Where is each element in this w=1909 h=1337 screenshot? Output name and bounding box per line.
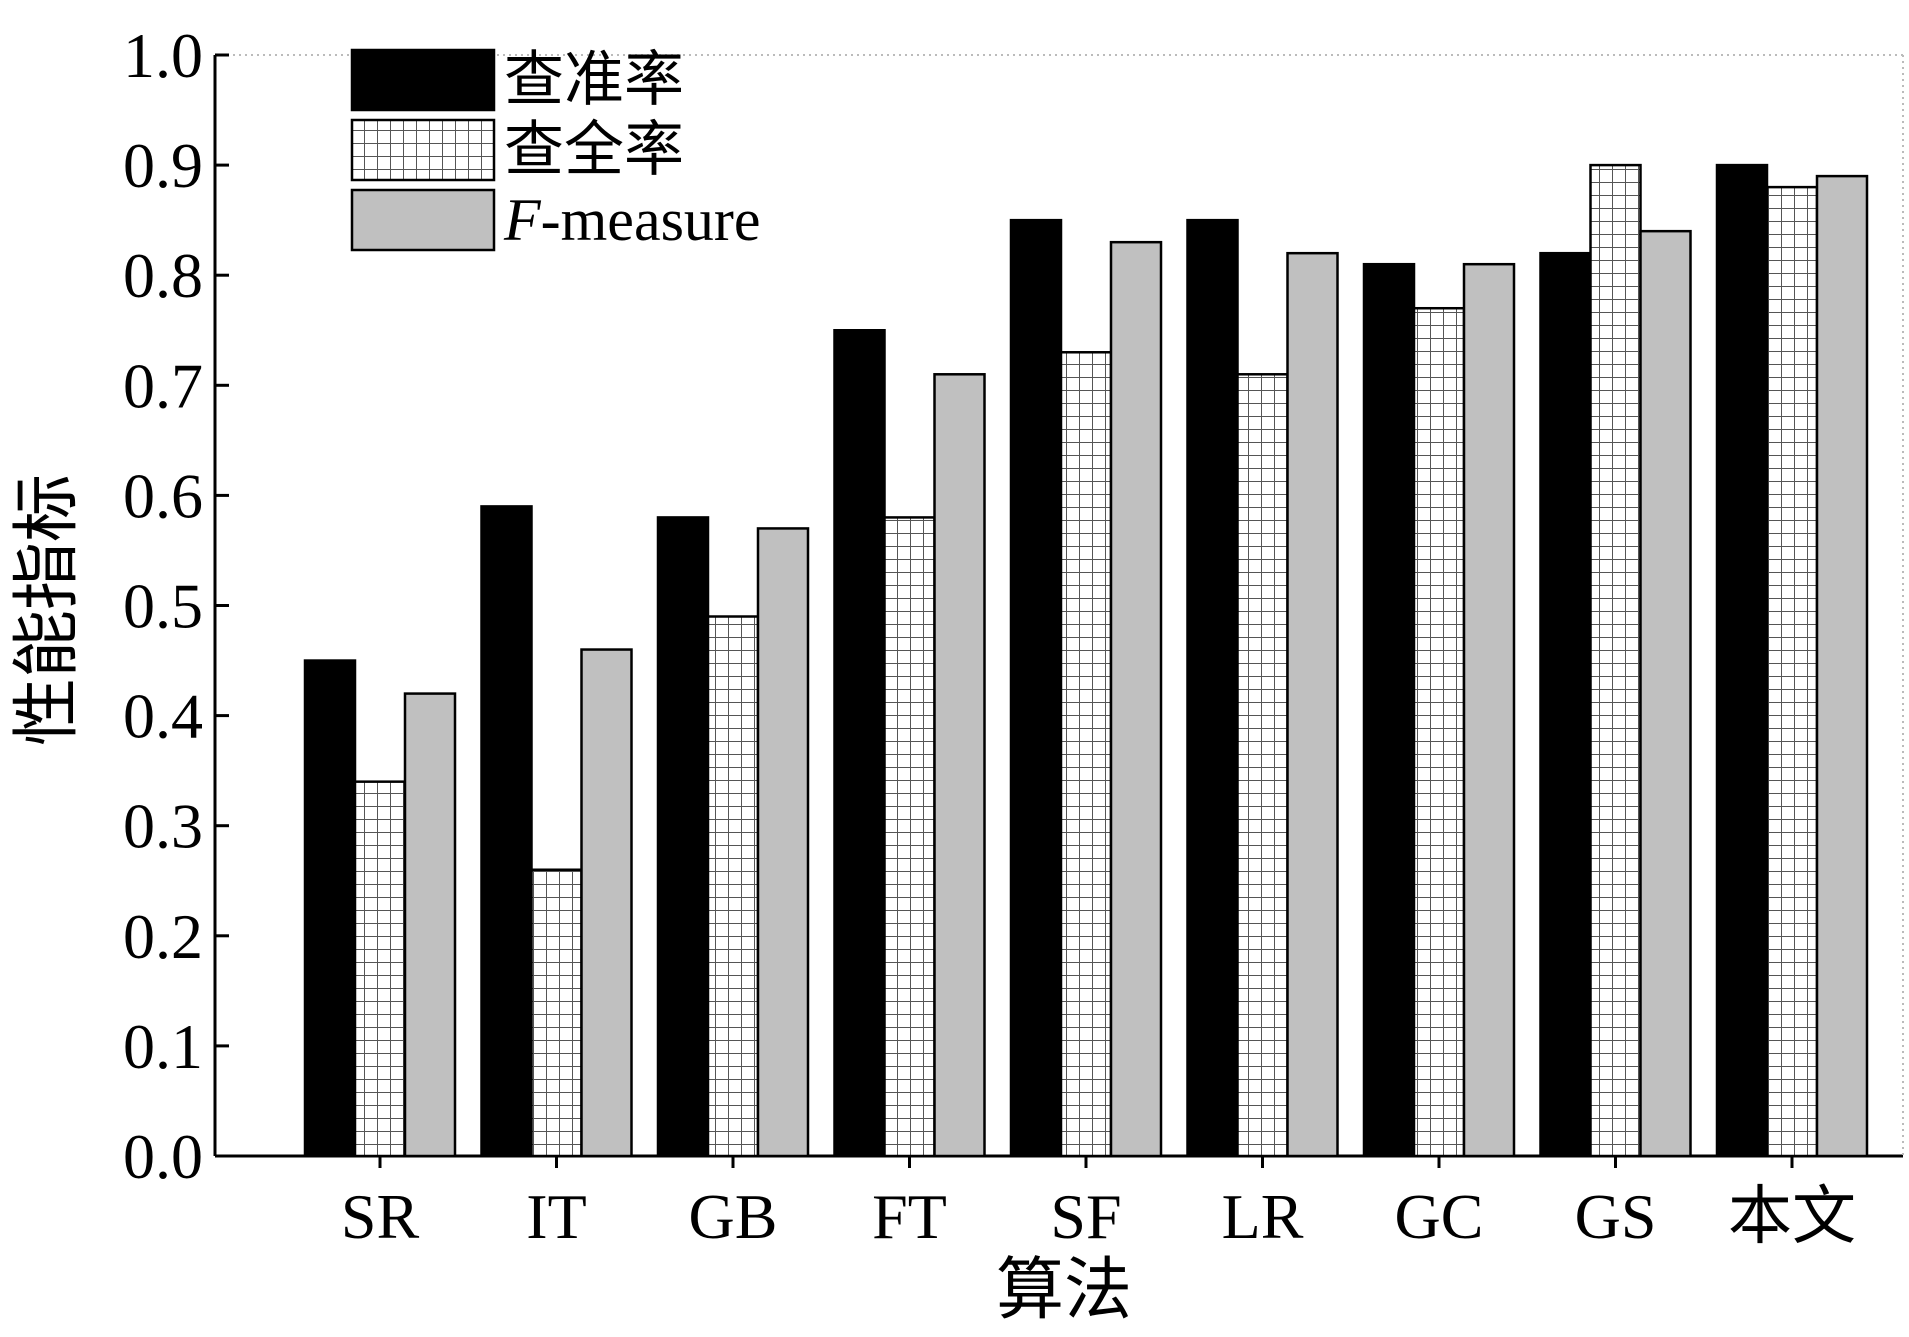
bar-f-measure (1815, 174, 1869, 1158)
x-tick-label: GC (1395, 1181, 1484, 1252)
bar-f-measure (403, 692, 457, 1158)
x-axis-title: 算法 (996, 1252, 1132, 1328)
y-tick-label: 0.3 (123, 791, 203, 862)
bar-f-measure (1286, 251, 1339, 1158)
bar-precision (303, 659, 357, 1158)
legend-swatch (350, 118, 496, 182)
y-tick-label: 0.8 (123, 240, 203, 311)
bar-f-measure (1639, 229, 1692, 1158)
bar-recall (1059, 351, 1113, 1158)
y-tick-label: 0.6 (123, 460, 203, 531)
x-tick-label: 本文 (1728, 1181, 1856, 1252)
x-tick-label: LR (1222, 1181, 1304, 1252)
y-tick-label: 0.5 (123, 571, 203, 642)
bar-recall (1589, 163, 1642, 1158)
legend-swatch (350, 188, 496, 252)
bar-f-measure (933, 373, 986, 1158)
y-tick-label: 0.1 (123, 1011, 203, 1082)
y-axis-title: 性能指标 (9, 474, 85, 746)
y-tick-label: 0.0 (123, 1121, 203, 1192)
legend-label: 查准率 (504, 47, 684, 113)
y-axis-title-group: 性能指标 (9, 474, 85, 746)
x-tick-label: SF (1050, 1181, 1121, 1252)
bar-precision (833, 329, 886, 1158)
x-tick-label: IT (526, 1181, 586, 1252)
bar-precision (1539, 251, 1592, 1158)
bar-f-measure (1109, 240, 1163, 1158)
x-tick-label: GB (689, 1181, 778, 1252)
bar-f-measure (580, 648, 633, 1158)
legend-swatch (350, 48, 496, 112)
y-tick-label: 0.2 (123, 901, 203, 972)
bar-recall (1236, 373, 1289, 1158)
x-tick-label: GS (1575, 1181, 1657, 1252)
bar-recall (1765, 185, 1819, 1158)
legend-label: 查全率 (504, 117, 684, 183)
bar-recall (353, 780, 407, 1158)
y-tick-label: 0.7 (123, 350, 203, 421)
bar-precision (480, 505, 533, 1158)
bar-precision (1362, 262, 1416, 1158)
bar-precision (1715, 163, 1769, 1158)
bar-recall (1412, 306, 1466, 1158)
bar-f-measure (756, 527, 810, 1158)
legend-label: F-measure (503, 187, 761, 253)
x-tick-label: SR (341, 1181, 420, 1252)
y-tick-label: 1.0 (123, 20, 203, 91)
bar-recall (706, 615, 760, 1158)
y-tick-label: 0.9 (123, 130, 203, 201)
bar-f-measure (1462, 262, 1516, 1158)
bar-recall (530, 868, 583, 1158)
bar-precision (1009, 218, 1063, 1158)
plot-area: 0.0 0.1 0.2 0.3 0.4 0.5 0.6 0.7 0.8 0.9 1.0 SR IT GB F… (123, 20, 1904, 1252)
bar-precision (656, 516, 710, 1158)
bar-recall (883, 516, 936, 1158)
x-tick-label: FT (872, 1181, 947, 1252)
y-tick-label: 0.4 (123, 681, 203, 752)
bar-precision (1186, 218, 1239, 1158)
